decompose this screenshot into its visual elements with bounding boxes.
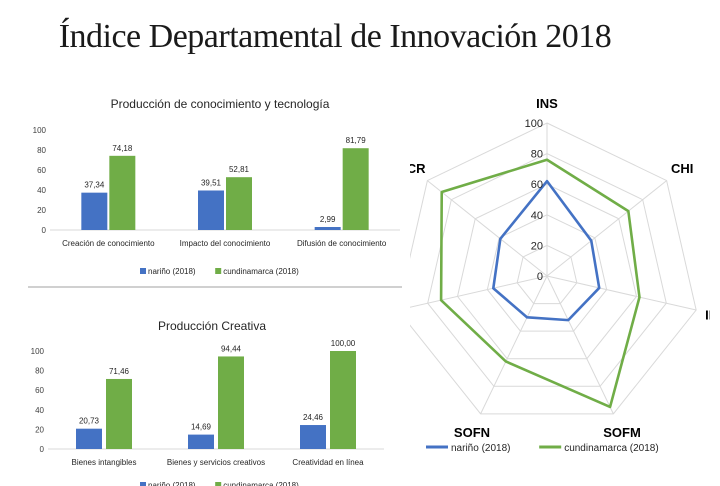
radar-grid-ring xyxy=(427,153,667,387)
bar xyxy=(81,192,108,230)
radar-spoke xyxy=(427,180,548,277)
radar-spoke xyxy=(546,275,614,415)
data-label: 37,34 xyxy=(84,181,105,190)
y-tick-label: 20 xyxy=(35,425,44,434)
data-label: 2,99 xyxy=(320,215,336,224)
data-label: 81,79 xyxy=(346,136,367,145)
radar-grid-ring xyxy=(410,122,697,415)
data-label: 39,51 xyxy=(201,178,222,187)
chart-production-knowledge-svg: Producción de conocimiento y tecnología 0… xyxy=(33,97,400,276)
category-label: Creación de conocimiento xyxy=(62,239,155,248)
bar xyxy=(330,351,356,449)
chart-creative-production-svg: Producción Creativa 0 20 40 60 80 100 20,73 71,4… xyxy=(31,319,384,486)
chart-production-knowledge: Producción de conocimiento y tecnología 0… xyxy=(28,88,402,284)
data-label: 14,69 xyxy=(191,423,212,432)
y-tick-label: 40 xyxy=(35,406,44,415)
data-label: 20,73 xyxy=(79,417,100,426)
radar-tick-label: 80 xyxy=(531,149,543,161)
bar xyxy=(314,227,341,230)
data-label: 100,00 xyxy=(331,339,356,348)
radar-axis-label: PCR xyxy=(410,161,426,176)
legend-swatch xyxy=(140,268,146,274)
y-tick-label: 20 xyxy=(37,206,46,215)
radar-tick-label: 60 xyxy=(531,179,543,191)
data-label: 24,46 xyxy=(303,413,324,422)
y-tick-label: 60 xyxy=(35,386,44,395)
bar xyxy=(188,434,214,449)
radar-spoke xyxy=(546,275,697,311)
legend-swatch xyxy=(215,268,222,274)
radar-tick-label: 0 xyxy=(537,271,543,283)
y-tick-label: 0 xyxy=(42,226,47,235)
y-tick-label: 100 xyxy=(33,126,47,135)
legend-label: cundinamarca (2018) xyxy=(223,481,299,486)
category-label: Bienes y servicios creativos xyxy=(167,458,265,467)
y-tick-label: 60 xyxy=(37,166,46,175)
divider xyxy=(28,286,402,288)
bar xyxy=(226,177,252,230)
category-label: Impacto del conocimiento xyxy=(180,239,271,248)
legend-label: nariño (2018) xyxy=(451,443,510,454)
chart-creative-production: Producción Creativa 0 20 40 60 80 100 20,73 71,4… xyxy=(28,310,402,486)
y-tick-label: 100 xyxy=(31,347,45,356)
slide-title: Índice Departamental de Innovación 2018 xyxy=(58,18,612,55)
y-tick-label: 80 xyxy=(35,367,44,376)
radar-spoke xyxy=(546,180,667,277)
chart-radar-index: 020406080100INSCHIINFSOFMSOFNPCTPCRnariñ… xyxy=(410,80,710,486)
radar-series-line xyxy=(492,179,601,322)
data-label: 74,18 xyxy=(112,144,133,153)
radar-grid-ring xyxy=(456,183,638,360)
radar-grid-ring xyxy=(486,214,608,332)
data-label: 71,46 xyxy=(109,367,130,376)
legend-swatch xyxy=(140,482,146,486)
bar xyxy=(300,425,326,449)
legend-label: cundinamarca (2018) xyxy=(564,443,659,454)
chart-radar-index-svg: 020406080100INSCHIINFSOFMSOFNPCTPCRnariñ… xyxy=(410,96,710,454)
radar-axis-label: CHI xyxy=(671,161,693,176)
radar-axis-label: INS xyxy=(536,96,558,111)
radar-series-line xyxy=(439,158,641,409)
radar-axis-label: INF xyxy=(705,307,710,322)
bar xyxy=(218,356,244,449)
chart-title: Producción de conocimiento y tecnología xyxy=(111,97,330,111)
radar-tick-label: 100 xyxy=(525,118,543,130)
category-label: Bienes intangibles xyxy=(72,458,137,467)
bar xyxy=(106,378,132,449)
radar-grid-ring xyxy=(516,244,578,305)
radar-tick-label: 40 xyxy=(531,210,543,222)
bar xyxy=(76,428,102,449)
y-tick-label: 80 xyxy=(37,146,46,155)
radar-axis-label: SOFN xyxy=(454,425,490,440)
data-label: 52,81 xyxy=(229,165,250,174)
y-tick-label: 0 xyxy=(40,445,45,454)
bar xyxy=(198,190,224,230)
radar-spoke xyxy=(480,275,548,415)
radar-spoke xyxy=(410,275,548,308)
category-label: Difusión de conocimiento xyxy=(297,239,387,248)
bar xyxy=(109,155,136,230)
radar-axis-label: SOFM xyxy=(603,425,641,440)
bar xyxy=(342,148,369,230)
legend-label: nariño (2018) xyxy=(148,267,196,276)
legend-label: cundinamarca (2018) xyxy=(223,267,299,276)
data-label: 94,44 xyxy=(221,344,242,353)
legend-label: nariño (2018) xyxy=(148,481,196,486)
category-label: Creatividad en línea xyxy=(292,458,364,467)
legend-swatch xyxy=(215,482,222,486)
y-tick-label: 40 xyxy=(37,186,46,195)
chart-title: Producción Creativa xyxy=(158,319,266,333)
radar-tick-label: 20 xyxy=(531,240,543,252)
